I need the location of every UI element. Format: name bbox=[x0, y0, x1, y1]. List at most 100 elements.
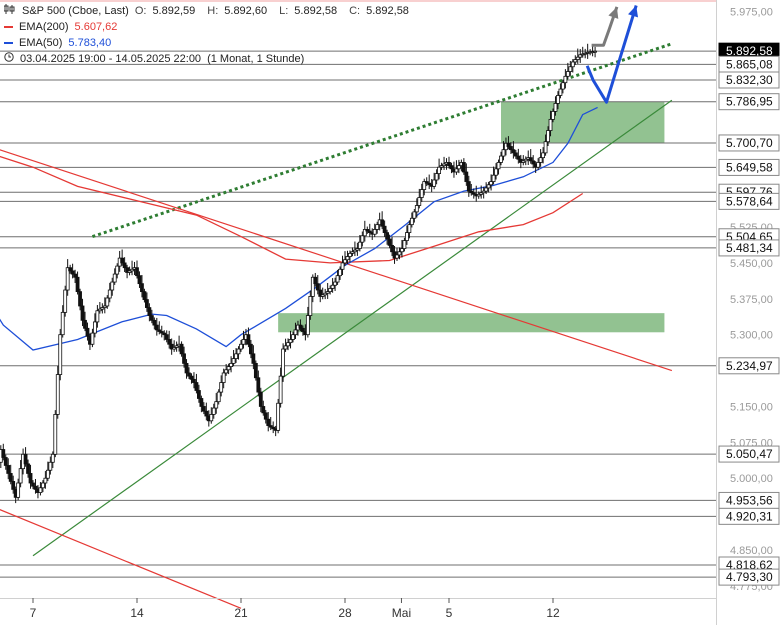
candle-body bbox=[154, 324, 159, 331]
candle-body bbox=[18, 468, 23, 484]
candle-body bbox=[357, 241, 362, 249]
candle-body bbox=[278, 375, 283, 404]
x-tick-label: 14 bbox=[130, 606, 144, 620]
candle-body bbox=[137, 275, 142, 285]
ohlc-high-value: 5.892,60 bbox=[224, 5, 268, 17]
candle-body bbox=[496, 162, 501, 170]
trendline-downtrend-lower bbox=[0, 509, 242, 609]
x-tick-label: 7 bbox=[30, 606, 37, 620]
candle-body bbox=[320, 294, 325, 297]
candle-body bbox=[437, 166, 441, 175]
candle-body bbox=[447, 162, 451, 167]
candle-body bbox=[523, 158, 528, 162]
level-label-box bbox=[718, 192, 780, 210]
candle-body bbox=[73, 273, 77, 278]
legend-range-row: 03.04.2025 19:00 - 14.05.2025 22:00 (1 M… bbox=[4, 51, 415, 67]
candle-body bbox=[182, 353, 186, 364]
level-label: 4.793,30 bbox=[726, 570, 773, 584]
level-label: 5.481,34 bbox=[726, 241, 773, 255]
candle-body bbox=[201, 406, 206, 412]
candle-body bbox=[16, 482, 21, 498]
candle-body bbox=[375, 224, 380, 230]
ema50-swatch bbox=[4, 42, 13, 44]
candle-body bbox=[568, 66, 573, 72]
ohlc-high-label: H: bbox=[207, 5, 219, 17]
candle-body bbox=[578, 54, 583, 58]
candle-body bbox=[340, 262, 345, 270]
candle-body bbox=[291, 334, 295, 340]
candle-body bbox=[263, 412, 268, 420]
candle-body bbox=[353, 249, 357, 253]
candle-body bbox=[531, 160, 536, 165]
candle-body bbox=[419, 189, 424, 198]
candle-body bbox=[231, 358, 236, 364]
candle-body bbox=[197, 390, 201, 399]
candle-body bbox=[43, 477, 48, 484]
y-tick-label: 5.975,00 bbox=[730, 7, 773, 19]
ema50-value: 5.783,40 bbox=[68, 37, 112, 49]
ema50-label: EMA(50) bbox=[19, 37, 63, 49]
candle-body bbox=[80, 305, 85, 321]
candle-body bbox=[271, 426, 276, 430]
candle-body bbox=[236, 348, 241, 355]
candle-body bbox=[489, 181, 493, 186]
candle-body bbox=[70, 270, 75, 275]
projection-path bbox=[585, 5, 638, 104]
ohlc-open-label: O: bbox=[134, 5, 147, 17]
candle-body bbox=[11, 481, 16, 490]
candle-body bbox=[152, 319, 157, 326]
ema200-line bbox=[0, 155, 584, 264]
candle-body bbox=[343, 259, 347, 264]
clock-icon bbox=[4, 51, 14, 67]
candle-body bbox=[23, 453, 28, 465]
candle-body bbox=[179, 343, 184, 355]
candle-body bbox=[457, 165, 461, 170]
candle-body bbox=[187, 372, 191, 377]
candle-body bbox=[75, 276, 80, 293]
candle-body bbox=[556, 95, 560, 104]
level-label: 5.649,58 bbox=[726, 160, 773, 174]
candle-body bbox=[122, 262, 127, 269]
level-label-box bbox=[718, 568, 780, 586]
candle-body bbox=[330, 284, 335, 289]
y-tick-label: 5.300,00 bbox=[730, 330, 773, 342]
candle-body bbox=[283, 345, 288, 350]
legend-ema50-row[interactable]: EMA(50) 5.783,40 bbox=[4, 35, 415, 51]
candle-body bbox=[189, 375, 194, 380]
level-label-box bbox=[718, 445, 780, 463]
ema200-label: EMA(200) bbox=[19, 21, 69, 33]
candle-body bbox=[41, 482, 45, 489]
candle-body bbox=[325, 291, 330, 294]
legend-ema200-row[interactable]: EMA(200) 5.607,62 bbox=[4, 19, 415, 35]
candle-body bbox=[479, 192, 484, 195]
candle-body bbox=[102, 305, 107, 308]
candle-body bbox=[55, 374, 60, 415]
candle-body bbox=[400, 248, 404, 253]
candle-body bbox=[397, 251, 402, 256]
candle-body bbox=[328, 288, 333, 293]
candle-body bbox=[268, 425, 273, 428]
candle-body bbox=[107, 289, 112, 299]
candle-body bbox=[85, 327, 90, 337]
candle-body bbox=[476, 193, 481, 197]
projection-arrowhead bbox=[628, 5, 639, 18]
candle-body bbox=[543, 141, 548, 154]
candle-body bbox=[209, 414, 214, 422]
candle-body bbox=[1, 449, 6, 458]
level-label-box bbox=[718, 507, 780, 525]
candle-body bbox=[372, 229, 377, 235]
candle-body bbox=[266, 418, 271, 426]
ohlc-close-value: 5.892,58 bbox=[366, 5, 409, 17]
candle-body bbox=[385, 232, 389, 240]
level-label: 4.818,62 bbox=[726, 558, 773, 572]
y-tick-label: 4.850,00 bbox=[730, 545, 773, 557]
level-label: 5.050,47 bbox=[726, 447, 773, 461]
candle-body bbox=[402, 240, 407, 249]
candle-body bbox=[323, 292, 328, 296]
candle-body bbox=[360, 235, 365, 243]
candle-body bbox=[127, 270, 132, 273]
level-label-box bbox=[718, 239, 780, 257]
ema-layer bbox=[0, 106, 598, 351]
